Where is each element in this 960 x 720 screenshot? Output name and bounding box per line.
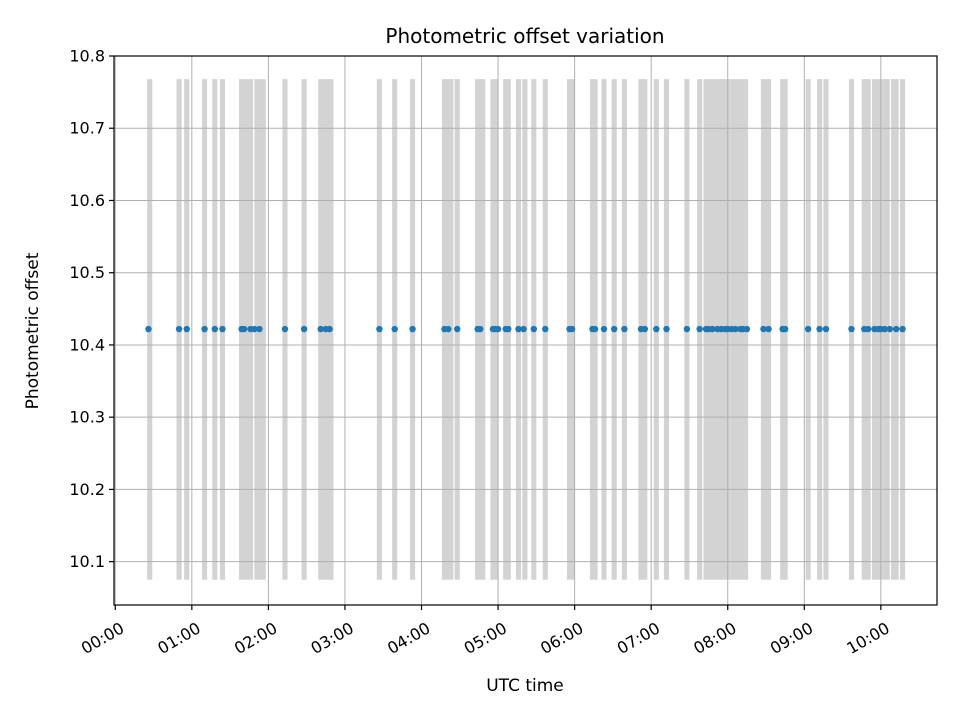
data-point-0-0 — [145, 325, 152, 333]
data-point-0-28 — [505, 325, 512, 333]
data-point-0-65 — [848, 325, 855, 333]
y-axis: 10.1 10.2 10.3 10.4 10.5 10.6 10.7 10.8 — [69, 47, 114, 571]
data-point-0-23 — [477, 325, 484, 333]
data-point-0-62 — [804, 325, 812, 333]
data-point-0-1 — [175, 325, 183, 333]
data-point-0-38 — [610, 325, 618, 333]
data-point-0-48 — [709, 325, 716, 333]
data-point-0-72 — [886, 325, 893, 333]
data-point-0-31 — [530, 325, 537, 333]
data-point-0-21 — [454, 325, 461, 333]
data-point-0-11 — [281, 325, 289, 333]
data-point-0-17 — [391, 325, 398, 333]
data-point-0-34 — [568, 325, 576, 333]
data-point-0-16 — [376, 325, 383, 333]
chart-title: Photometric offset variation — [385, 24, 664, 48]
data-point-0-45 — [696, 325, 703, 333]
y-axis-label: Photometric offset — [23, 252, 43, 409]
data-point-0-43 — [663, 325, 670, 333]
data-point-0-44 — [683, 325, 691, 333]
y-tick-label-4: 10.5 — [69, 263, 105, 282]
plot-frame — [113, 55, 938, 606]
data-point-0-63 — [816, 325, 823, 333]
x-axis-label: UTC time — [486, 676, 564, 696]
data-point-0-41 — [641, 325, 648, 333]
y-tick-label-1: 10.2 — [69, 480, 105, 499]
data-point-0-71 — [881, 325, 888, 333]
y-tick-label-6: 10.7 — [69, 119, 105, 138]
data-point-0-12 — [300, 325, 308, 333]
y-tick-label-2: 10.3 — [69, 408, 105, 427]
data-point-0-32 — [542, 325, 549, 333]
data-point-0-29 — [515, 325, 522, 333]
data-point-0-9 — [251, 325, 258, 333]
data-point-0-64 — [822, 325, 830, 333]
data-point-0-57 — [743, 325, 751, 333]
data-point-0-13 — [317, 325, 324, 333]
y-tick-label-0: 10.1 — [69, 552, 105, 571]
data-point-0-30 — [520, 325, 527, 333]
data-point-0-4 — [211, 325, 218, 333]
data-point-0-2 — [183, 325, 190, 333]
data-point-0-42 — [653, 325, 660, 333]
data-point-0-67 — [864, 325, 872, 333]
data-point-0-5 — [219, 325, 226, 333]
data-point-0-61 — [781, 325, 789, 333]
data-point-0-3 — [201, 325, 208, 333]
data-point-0-37 — [600, 325, 608, 333]
data-point-0-36 — [591, 325, 599, 333]
data-point-0-26 — [494, 325, 502, 333]
data-point-0-15 — [326, 325, 333, 333]
data-point-0-7 — [240, 325, 248, 333]
data-point-0-18 — [409, 325, 416, 333]
data-point-0-39 — [621, 325, 628, 333]
data-point-0-74 — [899, 325, 906, 333]
observation-band-8 — [259, 79, 266, 580]
points-layer — [145, 325, 906, 333]
data-point-0-58 — [760, 325, 767, 333]
data-point-0-10 — [256, 325, 263, 333]
data-point-0-59 — [765, 325, 772, 333]
data-point-0-20 — [445, 325, 452, 333]
y-tick-label-5: 10.6 — [69, 191, 105, 210]
data-point-0-73 — [892, 325, 900, 333]
y-tick-label-7: 10.8 — [69, 47, 105, 66]
data-point-0-54 — [732, 325, 739, 333]
y-tick-label-3: 10.4 — [69, 335, 105, 354]
